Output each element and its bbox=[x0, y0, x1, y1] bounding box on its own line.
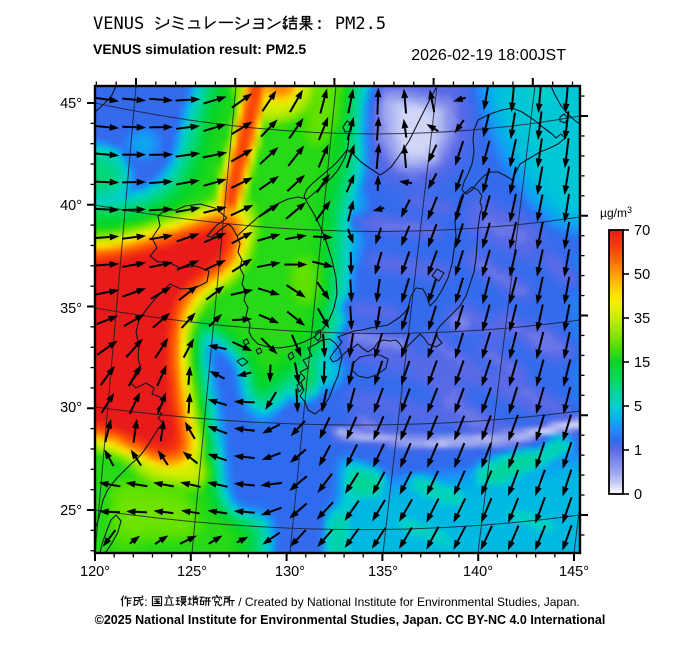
lat-label-40°: 40° bbox=[60, 198, 82, 214]
credit-line: : / Created by National Institute for En… bbox=[0, 595, 700, 610]
lat-label-30°: 30° bbox=[60, 400, 82, 416]
license-line: ©2025 National Institute for Environment… bbox=[94, 613, 606, 627]
meridian-130° bbox=[289, 86, 337, 553]
jp-glyph bbox=[151, 596, 163, 607]
lon-label-145°: 145° bbox=[559, 564, 589, 580]
axis-labels: 45° 40° 35° 30° 25° 120° 125° 130° 135° 140° 145° bbox=[60, 96, 589, 580]
wind-vectors bbox=[95, 86, 573, 551]
lon-label-135°: 135° bbox=[368, 564, 398, 580]
colorbar-label-0: 0 bbox=[634, 487, 642, 503]
colorbar-gradient bbox=[608, 229, 624, 495]
lat-label-35°: 35° bbox=[60, 301, 82, 317]
lon-label-125°: 125° bbox=[177, 564, 207, 580]
colorbar-label-70: 70 bbox=[634, 223, 650, 239]
parallel-30° bbox=[95, 406, 580, 426]
jp-glyph bbox=[211, 595, 223, 607]
lon-label-120°: 120° bbox=[80, 564, 110, 580]
lon-label-140°: 140° bbox=[463, 564, 493, 580]
meridian-125° bbox=[191, 86, 237, 553]
jp-glyph bbox=[199, 597, 211, 607]
jp-glyph bbox=[133, 595, 144, 607]
jp-glyph bbox=[223, 596, 235, 607]
meridian-120° bbox=[95, 86, 137, 553]
graticule bbox=[95, 86, 580, 553]
colorbar-label-5: 5 bbox=[634, 399, 642, 415]
colorbar-label-1: 1 bbox=[634, 443, 642, 459]
jp-glyph bbox=[175, 596, 187, 607]
lat-label-45°: 45° bbox=[60, 96, 82, 112]
jp-glyph bbox=[187, 595, 199, 607]
lat-label-25°: 25° bbox=[60, 503, 82, 519]
colorbar: 70 50 35 15 5 1 0 µg/m3 bbox=[600, 205, 650, 503]
parallel-45° bbox=[95, 102, 580, 135]
parallel-25° bbox=[95, 509, 580, 531]
lon-label-130°: 130° bbox=[275, 564, 305, 580]
jp-glyph bbox=[120, 595, 133, 608]
jp-glyph bbox=[163, 595, 175, 607]
colorbar-label-35: 35 bbox=[634, 311, 650, 327]
map-frame bbox=[93, 84, 582, 555]
axis-ticks bbox=[87, 78, 588, 561]
colorbar-title: µg/m3 bbox=[600, 205, 632, 220]
colorbar-label-15: 15 bbox=[634, 355, 650, 371]
meridian-135° bbox=[382, 86, 438, 553]
colorbar-label-50: 50 bbox=[634, 267, 650, 283]
map-interior bbox=[95, 86, 580, 553]
